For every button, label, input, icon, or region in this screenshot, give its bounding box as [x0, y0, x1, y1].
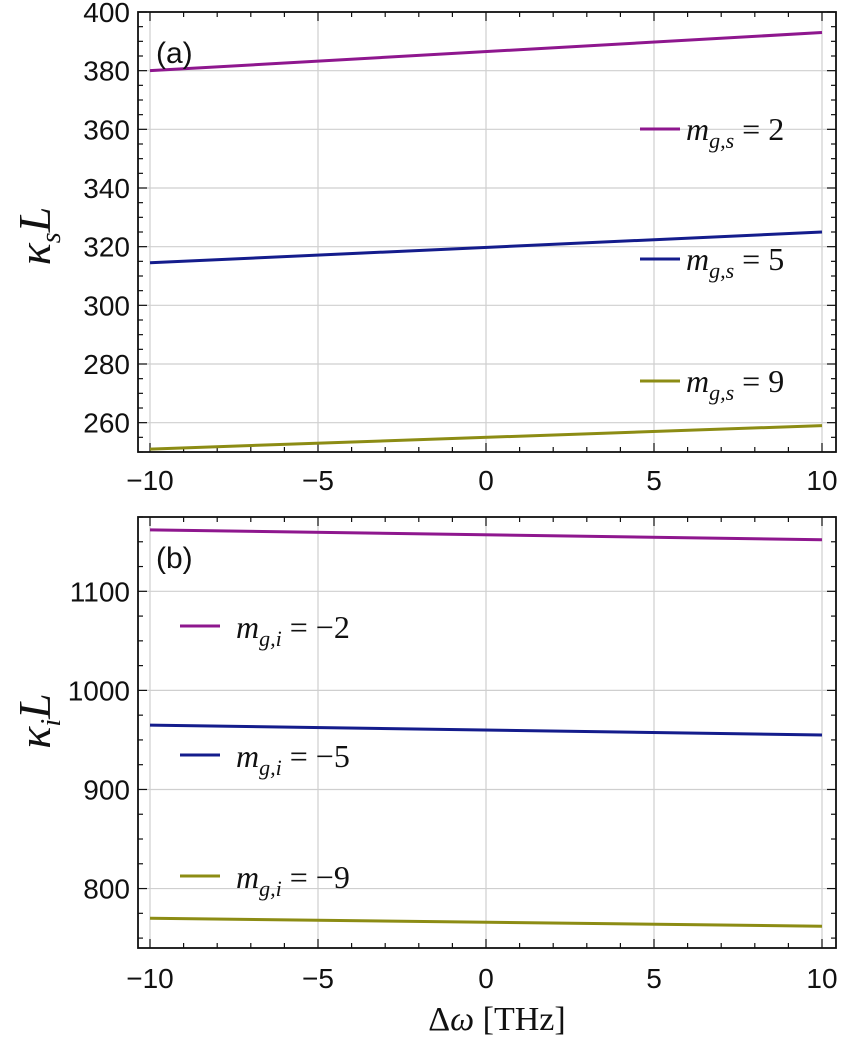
panel-label: (b) — [156, 542, 193, 575]
y-tick-label: 1000 — [68, 675, 130, 706]
legend-label-3: mg,s = 9 — [686, 363, 784, 405]
x-tick-label: 0 — [478, 963, 494, 994]
y-tick-label: 800 — [83, 874, 130, 905]
x-tick-label: −5 — [302, 963, 334, 994]
x-tick-label: −10 — [126, 963, 174, 994]
x-tick-label: −5 — [302, 465, 334, 496]
panel-b: −10 −5 0 5 10 800 900 1000 1100 mg,i = −2 mg,i = −… — [9, 516, 838, 1038]
y-tick-label: 340 — [83, 173, 130, 204]
x-tick-label: 10 — [806, 465, 837, 496]
y-tick-label: 360 — [83, 114, 130, 145]
y-axis-label: κiL — [9, 693, 67, 748]
series-line-2 — [149, 230, 823, 265]
y-tick-label: 400 — [83, 0, 130, 28]
y-tick-label: 1100 — [70, 576, 130, 607]
x-tick-label: 0 — [478, 465, 494, 496]
y-tick-label: 320 — [83, 232, 130, 263]
y-tick-label: 260 — [83, 408, 130, 439]
series-line-3 — [149, 916, 823, 928]
panel-a: −10 −5 0 5 10 260 280 300 320 340 360 380 400 mg,s = … — [9, 0, 838, 496]
series-line-1 — [149, 31, 823, 73]
y-tick-label: 380 — [83, 56, 130, 87]
legend-label-1: mg,s = 2 — [686, 111, 784, 153]
y-tick-label: 900 — [83, 774, 130, 805]
y-axis-label: κsL — [9, 207, 67, 266]
x-tick-label: 5 — [646, 465, 662, 496]
panel-label: (a) — [156, 37, 193, 70]
legend-label-2: mg,i = −5 — [236, 738, 350, 780]
y-tick-label: 300 — [83, 290, 130, 321]
legend-label-1: mg,i = −2 — [236, 609, 350, 651]
x-axis-label: Δω [THz] — [428, 1001, 565, 1038]
x-tick-label: 10 — [806, 963, 837, 994]
legend-label-2: mg,s = 5 — [686, 241, 784, 283]
series-line-2 — [149, 723, 823, 737]
series-line-1 — [149, 528, 823, 542]
x-tick-label: 5 — [646, 963, 662, 994]
plot-frame — [137, 516, 837, 949]
legend-label-3: mg,i = −9 — [236, 859, 350, 901]
x-tick-label: −10 — [126, 465, 174, 496]
series-line-3 — [149, 424, 823, 451]
y-tick-label: 280 — [83, 349, 130, 380]
